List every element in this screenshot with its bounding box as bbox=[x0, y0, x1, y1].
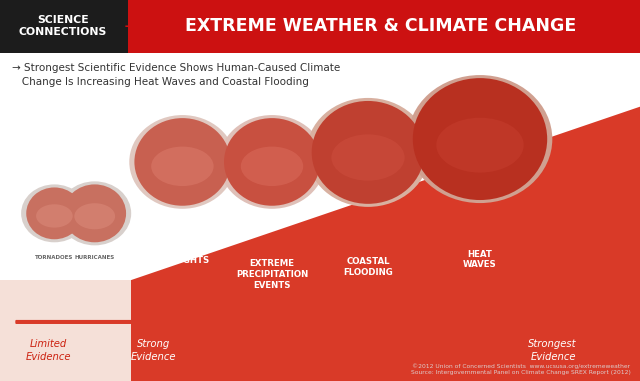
Text: COASTAL
FLOODING: COASTAL FLOODING bbox=[343, 257, 393, 277]
Text: → Strongest Scientific Evidence Shows Human-Caused Climate
   Change Is Increasi: → Strongest Scientific Evidence Shows Hu… bbox=[12, 63, 340, 87]
Ellipse shape bbox=[312, 101, 424, 204]
Ellipse shape bbox=[58, 181, 131, 245]
Ellipse shape bbox=[129, 115, 236, 209]
FancyBboxPatch shape bbox=[0, 0, 128, 53]
Ellipse shape bbox=[436, 118, 524, 173]
Text: Strong
Evidence: Strong Evidence bbox=[131, 339, 177, 362]
Ellipse shape bbox=[219, 115, 325, 209]
Polygon shape bbox=[0, 107, 640, 381]
Text: TORNADOES: TORNADOES bbox=[35, 255, 74, 259]
FancyArrow shape bbox=[16, 318, 611, 326]
Text: SEVERE
DROUGHTS: SEVERE DROUGHTS bbox=[156, 246, 209, 266]
Text: Strongest
Evidence: Strongest Evidence bbox=[527, 339, 576, 362]
Text: +: + bbox=[124, 20, 134, 33]
Text: HURRICANES: HURRICANES bbox=[75, 255, 115, 259]
Ellipse shape bbox=[151, 147, 214, 186]
Text: ©2012 Union of Concerned Scientists  www.ucsusa.org/extremeweather
Source: Inter: ©2012 Union of Concerned Scientists www.… bbox=[410, 363, 630, 375]
Text: EXTREME
PRECIPITATION
EVENTS: EXTREME PRECIPITATION EVENTS bbox=[236, 259, 308, 290]
FancyBboxPatch shape bbox=[0, 53, 131, 280]
Polygon shape bbox=[0, 280, 131, 381]
FancyBboxPatch shape bbox=[128, 0, 640, 53]
Ellipse shape bbox=[26, 187, 83, 239]
Ellipse shape bbox=[21, 184, 88, 242]
Ellipse shape bbox=[36, 204, 73, 227]
Ellipse shape bbox=[332, 134, 404, 181]
Text: Limited
Evidence: Limited Evidence bbox=[25, 339, 71, 362]
Ellipse shape bbox=[224, 118, 320, 206]
Text: HEAT
WAVES: HEAT WAVES bbox=[463, 250, 497, 269]
Ellipse shape bbox=[408, 75, 552, 203]
Text: SCIENCE
CONNECTIONS: SCIENCE CONNECTIONS bbox=[19, 15, 107, 37]
Ellipse shape bbox=[74, 203, 115, 229]
Ellipse shape bbox=[413, 78, 547, 200]
Ellipse shape bbox=[134, 118, 230, 206]
Text: EXTREME WEATHER & CLIMATE CHANGE: EXTREME WEATHER & CLIMATE CHANGE bbox=[185, 17, 577, 35]
Ellipse shape bbox=[63, 184, 126, 242]
Ellipse shape bbox=[307, 98, 429, 207]
Ellipse shape bbox=[241, 147, 303, 186]
